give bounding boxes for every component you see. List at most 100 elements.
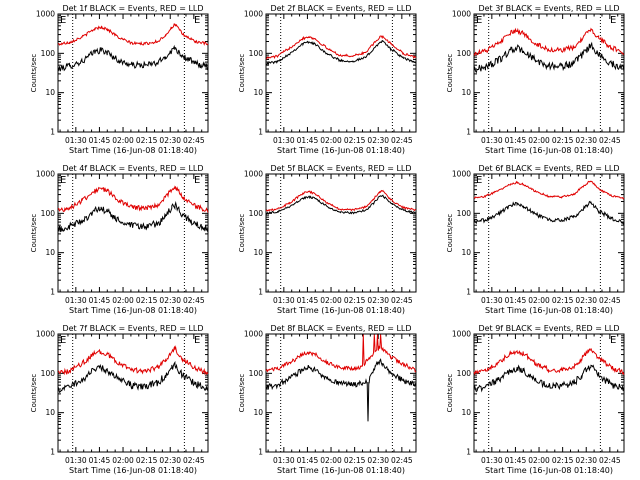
y-tick-label: 10 [45,408,55,417]
y-tick-label: 1 [466,288,471,297]
y-tick-label: 100 [457,369,472,378]
panel-flag: E [194,15,200,26]
series-events-line [473,41,625,74]
panel-flag: E [476,335,482,346]
panel-title: Det 6f BLACK = Events, RED = LLD [478,164,619,173]
x-tick-label: 02:15 [136,296,158,305]
panel-flag: E [60,175,66,186]
x-tick-label: 01:45 [297,456,319,465]
panel-det-6f: Det 6f BLACK = Events, RED = LLD 1 10 100 10… [446,164,625,315]
x-axis-label: Start Time (16-Jun-08 01:18:40) [485,466,613,475]
panel-title: Det 5f BLACK = Events, RED = LLD [270,164,411,173]
x-tick-label: 02:30 [575,456,597,465]
x-tick-label: 02:00 [528,456,550,465]
y-tick-label: 100 [41,209,56,218]
y-axis-label: Counts/sec [446,54,454,93]
y-tick-label: 1 [50,128,55,137]
x-tick-label: 02:00 [112,296,134,305]
y-tick-label: 100 [457,49,472,58]
plot-frame [265,173,417,293]
x-tick-label: 01:45 [89,136,111,145]
series-lld-line [265,35,417,60]
x-tick-label: 02:15 [136,136,158,145]
y-tick-label: 1 [258,448,263,457]
x-tick-label: 01:30 [273,456,295,465]
x-tick-label: 01:45 [505,456,527,465]
panel-flag: E [610,15,616,26]
y-tick-label: 1000 [244,170,263,179]
x-tick-label: 01:30 [481,296,503,305]
x-tick-label: 02:30 [367,296,389,305]
x-axis-label: Start Time (16-Jun-08 01:18:40) [69,466,197,475]
panel-title: Det 7f BLACK = Events, RED = LLD [62,324,203,333]
x-tick-label: 02:00 [112,456,134,465]
x-tick-label: 02:00 [528,136,550,145]
x-tick-label: 02:45 [183,456,205,465]
x-tick-label: 01:45 [505,296,527,305]
y-axis-label: Counts/sec [238,54,246,93]
x-tick-label: 02:30 [367,136,389,145]
y-axis-label: Counts/sec [30,374,38,413]
series-events-line [265,39,417,66]
y-tick-label: 100 [249,209,264,218]
x-tick-label: 02:45 [599,136,621,145]
y-tick-label: 1000 [36,10,55,19]
x-tick-label: 02:00 [320,136,342,145]
x-tick-label: 01:45 [505,136,527,145]
panel-flag: E [194,175,200,186]
x-tick-label: 02:45 [391,296,413,305]
panel-title: Det 8f BLACK = Events, RED = LLD [270,324,411,333]
panel-flag: E [60,335,66,346]
y-tick-label: 1 [466,448,471,457]
y-tick-label: 1000 [452,170,471,179]
x-tick-label: 02:45 [183,136,205,145]
y-tick-label: 1000 [36,330,55,339]
panel-det-2f: Det 2f BLACK = Events, RED = LLD 1 10 100 10… [238,4,417,155]
y-tick-label: 10 [45,248,55,257]
y-tick-label: 1000 [36,170,55,179]
y-tick-label: 100 [249,49,264,58]
x-tick-label: 01:30 [65,296,87,305]
x-tick-label: 02:00 [528,296,550,305]
x-axis-label: Start Time (16-Jun-08 01:18:40) [485,306,613,315]
panel-det-8f: Det 8f BLACK = Events, RED = LLD 1 10 100 10… [238,324,417,475]
y-tick-label: 1 [258,288,263,297]
plot-frame [265,333,417,453]
y-tick-label: 100 [41,369,56,378]
panel-det-7f: Det 7f BLACK = Events, RED = LLD 1 10 100 10… [30,324,209,475]
panel-det-3f: Det 3f BLACK = Events, RED = LLD 1 10 100 10… [446,4,625,155]
series-lld-line [265,334,417,373]
panel-det-4f: Det 4f BLACK = Events, RED = LLD 1 10 100 10… [30,164,209,315]
panel-flag: E [476,15,482,26]
plot-frame [473,333,625,453]
panel-flag: E [610,335,616,346]
x-tick-label: 02:15 [344,136,366,145]
y-tick-label: 100 [41,49,56,58]
plot-frame [473,13,625,133]
y-axis-label: Counts/sec [446,214,454,253]
plot-frame [57,173,209,293]
x-tick-label: 01:30 [273,296,295,305]
x-tick-label: 02:15 [552,456,574,465]
series-lld-line [57,345,209,376]
y-axis-label: Counts/sec [446,374,454,413]
panel-title: Det 1f BLACK = Events, RED = LLD [62,4,203,13]
x-tick-label: 01:30 [65,136,87,145]
x-tick-label: 02:15 [552,296,574,305]
plot-frame [473,173,625,293]
y-tick-label: 10 [253,408,263,417]
y-tick-label: 1000 [244,330,263,339]
plot-frame [265,13,417,133]
x-tick-label: 02:15 [552,136,574,145]
x-tick-label: 02:15 [344,296,366,305]
series-lld-line [265,189,417,212]
x-tick-label: 02:45 [599,296,621,305]
y-tick-label: 1000 [452,10,471,19]
plot-frame [57,13,209,133]
series-lld-line [473,180,625,200]
x-axis-label: Start Time (16-Jun-08 01:18:40) [277,306,405,315]
series-events-line [265,358,417,422]
series-events-line [57,200,209,233]
y-tick-label: 10 [253,248,263,257]
